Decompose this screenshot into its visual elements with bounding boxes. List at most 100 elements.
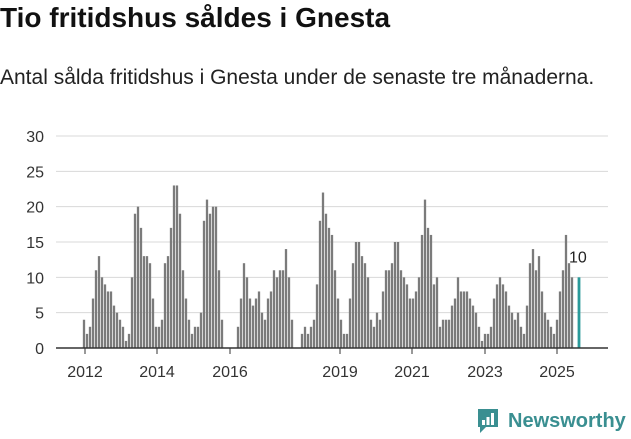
- x-tick-label: 2016: [212, 364, 248, 381]
- bar: [408, 298, 412, 348]
- bar: [245, 277, 249, 348]
- bar: [435, 277, 439, 348]
- bar: [414, 291, 418, 348]
- bar: [441, 319, 445, 348]
- bar: [501, 284, 505, 348]
- x-tick-label: 2021: [394, 364, 430, 381]
- bar: [357, 242, 361, 348]
- bar: [160, 319, 164, 348]
- bar: [525, 305, 529, 348]
- bar: [339, 319, 343, 348]
- bar: [369, 319, 373, 348]
- bar: [489, 326, 493, 348]
- bar: [378, 319, 382, 348]
- y-tick-label: 0: [35, 341, 44, 358]
- bar: [94, 270, 98, 348]
- bar: [402, 277, 406, 348]
- bar: [199, 312, 203, 348]
- bar: [82, 319, 86, 348]
- bar: [552, 333, 556, 348]
- bar: [549, 326, 553, 348]
- bar: [115, 312, 119, 348]
- x-tick-label: 2025: [539, 364, 575, 381]
- bar: [417, 277, 421, 348]
- bar: [184, 298, 188, 348]
- chart-subtitle: Antal sålda fritidshus i Gnesta under de…: [0, 66, 595, 89]
- bar: [284, 249, 288, 348]
- bar: [471, 305, 475, 348]
- bar: [381, 291, 385, 348]
- bar: [453, 298, 457, 348]
- y-tick-label: 30: [26, 129, 44, 146]
- bar: [112, 305, 116, 348]
- bar: [312, 319, 316, 348]
- bar: [172, 185, 176, 348]
- bar: [257, 291, 261, 348]
- bar: [405, 284, 409, 348]
- bar: [387, 270, 391, 348]
- bar: [540, 291, 544, 348]
- x-tick-label: 2019: [322, 364, 358, 381]
- bar: [272, 270, 276, 348]
- bar: [456, 277, 460, 348]
- bar: [263, 319, 267, 348]
- bar: [166, 256, 170, 348]
- annotations: 10: [569, 249, 587, 266]
- bar: [321, 192, 325, 348]
- bar: [260, 312, 264, 348]
- bar: [462, 291, 466, 348]
- bar: [97, 256, 101, 348]
- bar: [266, 298, 270, 348]
- bar: [239, 298, 243, 348]
- bar: [480, 340, 484, 348]
- bar: [399, 270, 403, 348]
- bar: [507, 305, 511, 348]
- bar: [281, 270, 285, 348]
- x-axis: [56, 347, 608, 354]
- bars: [82, 185, 581, 348]
- bar: [336, 298, 340, 348]
- bar: [504, 291, 508, 348]
- bar: [202, 220, 206, 348]
- bar: [254, 298, 258, 348]
- bar: [432, 284, 436, 348]
- bar: [393, 242, 397, 348]
- bar: [220, 319, 224, 348]
- bar: [567, 263, 571, 348]
- bar: [384, 270, 388, 348]
- bar: [348, 298, 352, 348]
- x-tick-label: 2023: [467, 364, 503, 381]
- bar: [555, 319, 559, 348]
- y-tick-label: 5: [35, 306, 44, 323]
- brand-logo: Newsworthy: [476, 408, 626, 434]
- bar: [492, 298, 496, 348]
- bar: [477, 326, 481, 348]
- bar: [354, 242, 358, 348]
- bar: [390, 263, 394, 348]
- bar: [300, 333, 304, 348]
- bar: [169, 227, 173, 348]
- bar: [145, 256, 149, 348]
- bar: [303, 326, 307, 348]
- y-axis-labels: 0 5 10 15 20 25 30: [26, 129, 44, 358]
- bar: [85, 333, 89, 348]
- bar: [486, 333, 490, 348]
- bar: [495, 284, 499, 348]
- bar: [438, 326, 442, 348]
- bar: [275, 277, 279, 348]
- x-axis-labels: 2012 2014 2016 2019 2021 2023 2025: [67, 364, 575, 381]
- bar: [118, 319, 122, 348]
- bar: [309, 326, 313, 348]
- bar: [163, 263, 167, 348]
- bar: [181, 270, 185, 348]
- bar: [519, 326, 523, 348]
- highlight-value-label: 10: [569, 249, 587, 266]
- bar: [570, 277, 574, 348]
- bar: [103, 284, 107, 348]
- bar: [196, 326, 200, 348]
- bar: [142, 256, 146, 348]
- bar: [214, 206, 218, 348]
- bar: [468, 298, 472, 348]
- bar: [88, 326, 92, 348]
- bar: [236, 326, 240, 348]
